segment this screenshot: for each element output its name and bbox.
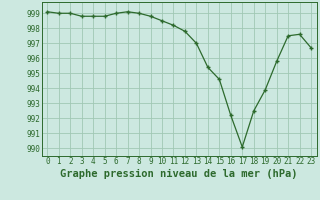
X-axis label: Graphe pression niveau de la mer (hPa): Graphe pression niveau de la mer (hPa): [60, 169, 298, 179]
